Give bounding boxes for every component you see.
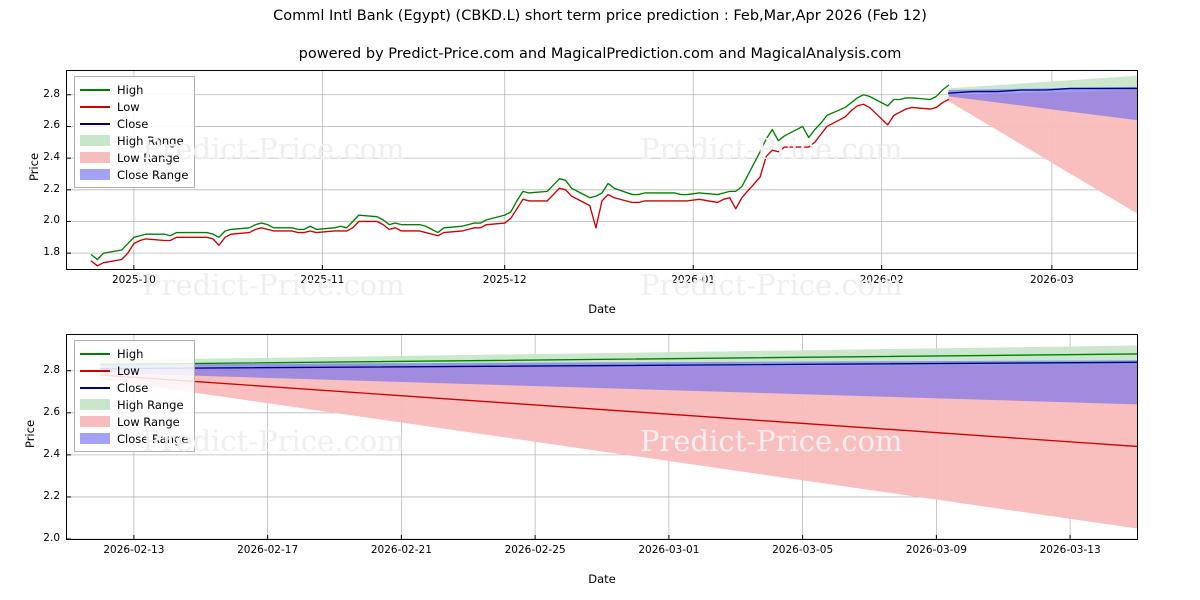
legend-item-low: Low <box>80 98 188 115</box>
x-tick-label: 2026-03-05 <box>772 544 834 556</box>
legend-label: Close Range <box>117 431 189 446</box>
bottom-legend: High Low Close High Range Low Range Close Ran… <box>74 340 196 452</box>
legend-item-low-range: Low Range <box>80 149 188 166</box>
x-tick-label: 2026-03-13 <box>1039 544 1101 556</box>
legend-label: Low <box>117 363 140 378</box>
legend-swatch-icon <box>80 152 110 163</box>
bottom-chart-panel <box>66 334 1138 540</box>
legend-item-low-range: Low Range <box>80 413 188 430</box>
page-title: Comml Intl Bank (Egypt) (CBKD.L) short t… <box>273 8 927 24</box>
legend-item-high-range: High Range <box>80 396 188 413</box>
x-tick-label: 2025-10 <box>111 274 156 286</box>
legend-label: High <box>117 346 144 361</box>
legend-item-high: High <box>80 81 188 98</box>
legend-swatch-icon <box>80 135 110 146</box>
legend-swatch-icon <box>80 399 110 410</box>
x-tick-label: 2026-03 <box>1029 274 1074 286</box>
legend-item-low: Low <box>80 362 188 379</box>
x-tick-label: 2026-02-13 <box>103 544 165 556</box>
x-tick-label: 2025-11 <box>300 274 345 286</box>
legend-label: High Range <box>117 397 184 412</box>
legend-swatch-icon <box>80 416 110 427</box>
legend-label: Close <box>117 380 149 395</box>
y-tick-label: 2.8 <box>43 87 60 100</box>
x-tick-label: 2026-01 <box>671 274 716 286</box>
legend-item-high-range: High Range <box>80 132 188 149</box>
x-tick-label: 2026-02 <box>859 274 904 286</box>
x-tick-label: 2025-12 <box>482 274 527 286</box>
top-chart-panel <box>66 70 1138 270</box>
legend-swatch-icon <box>80 118 110 129</box>
y-tick-label: 1.8 <box>43 246 60 259</box>
x-tick-label: 2026-02-21 <box>370 544 432 556</box>
y-tick-label: 2.6 <box>43 405 60 418</box>
y-tick-label: 2.0 <box>43 214 60 227</box>
legend-label: Close <box>117 116 149 131</box>
y-tick-label: 2.8 <box>43 363 60 376</box>
legend-label: Low <box>117 99 140 114</box>
legend-swatch-icon <box>80 433 110 444</box>
legend-label: Low Range <box>117 414 180 429</box>
top-chart-canvas <box>67 71 1137 269</box>
legend-swatch-icon <box>80 84 110 95</box>
legend-item-close: Close <box>80 379 188 396</box>
legend-swatch-icon <box>80 382 110 393</box>
x-tick-label: 2026-02-25 <box>504 544 566 556</box>
y-tick-label: 2.6 <box>43 119 60 132</box>
legend-item-high: High <box>80 345 188 362</box>
bottom-chart-canvas <box>67 335 1137 539</box>
x-tick-label: 2026-02-17 <box>237 544 299 556</box>
top-legend: High Low Close High Range Low Range Close Ran… <box>74 76 196 188</box>
legend-swatch-icon <box>80 169 110 180</box>
legend-swatch-icon <box>80 348 110 359</box>
y-tick-label: 2.2 <box>43 182 60 195</box>
legend-item-close-range: Close Range <box>80 430 188 447</box>
legend-label: High <box>117 82 144 97</box>
legend-swatch-icon <box>80 365 110 376</box>
x-tick-label: 2026-03-01 <box>638 544 700 556</box>
top-x-axis-label: Date <box>588 302 616 316</box>
legend-label: High Range <box>117 133 184 148</box>
y-tick-label: 2.4 <box>43 151 60 164</box>
legend-item-close-range: Close Range <box>80 166 188 183</box>
y-tick-label: 2.4 <box>43 447 60 460</box>
legend-item-close: Close <box>80 115 188 132</box>
legend-label: Low Range <box>117 150 180 165</box>
page-subtitle: powered by Predict-Price.com and Magical… <box>298 46 902 62</box>
legend-label: Close Range <box>117 167 189 182</box>
x-tick-label: 2026-03-09 <box>905 544 967 556</box>
y-tick-label: 2.2 <box>43 489 60 502</box>
legend-swatch-icon <box>80 101 110 112</box>
bottom-x-axis-label: Date <box>588 572 616 586</box>
y-tick-label: 2.0 <box>43 532 60 544</box>
